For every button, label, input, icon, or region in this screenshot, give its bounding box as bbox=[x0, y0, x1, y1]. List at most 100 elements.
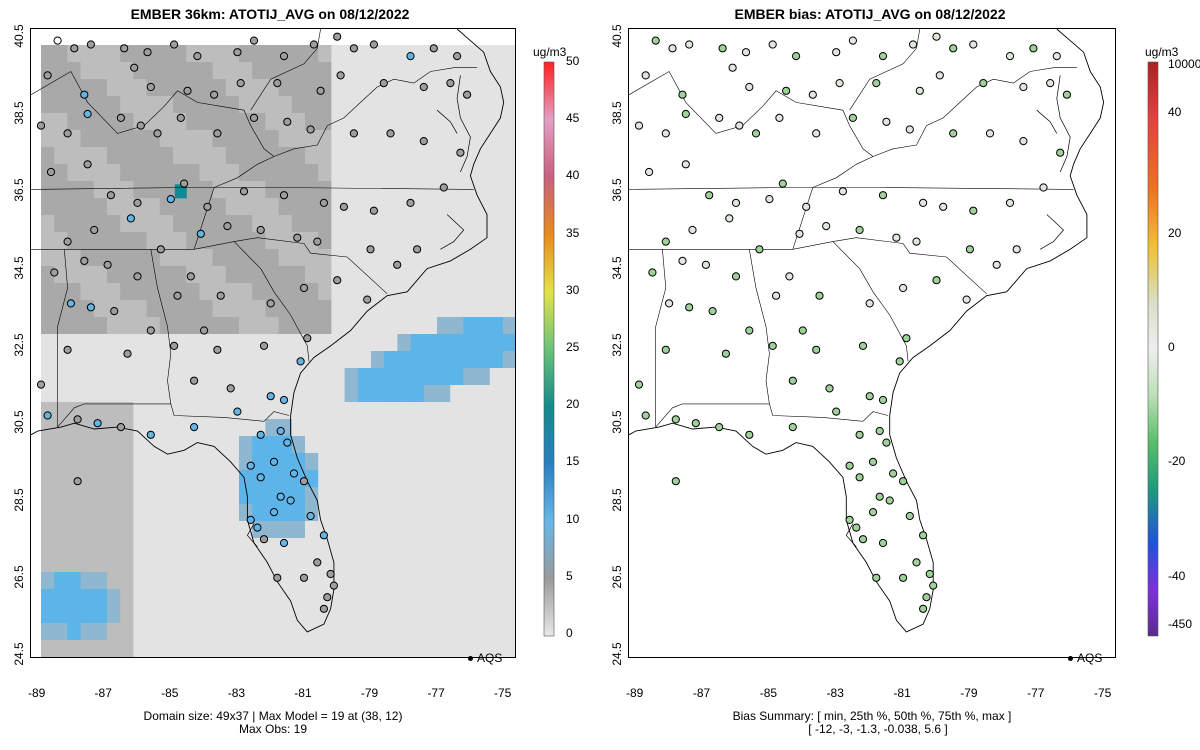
model-grid-cell bbox=[186, 181, 200, 199]
model-grid-cell bbox=[186, 113, 200, 131]
model-grid-cell bbox=[265, 232, 280, 250]
model-grid-cell bbox=[133, 402, 148, 420]
model-grid-cell bbox=[503, 521, 515, 539]
aqs-site-marker bbox=[812, 345, 821, 354]
model-grid-cell bbox=[463, 198, 478, 216]
right-colorbar-top: 10000 bbox=[1168, 57, 1200, 71]
model-grid-cell bbox=[291, 79, 306, 97]
model-grid-cell bbox=[265, 181, 280, 199]
model-grid-cell bbox=[476, 623, 491, 641]
aqs-site-marker bbox=[349, 129, 358, 138]
model-grid-cell bbox=[54, 283, 68, 301]
aqs-site-marker bbox=[223, 222, 232, 231]
model-grid-cell bbox=[318, 283, 332, 301]
model-grid-cell bbox=[357, 45, 372, 63]
aqs-site-marker bbox=[190, 376, 199, 385]
y-tick-label: 32.5 bbox=[610, 333, 624, 357]
model-grid-cell bbox=[252, 436, 266, 454]
model-grid-cell bbox=[344, 62, 359, 80]
model-grid-cell bbox=[503, 572, 515, 590]
aqs-site-marker bbox=[143, 48, 152, 57]
aqs-site-marker bbox=[363, 295, 372, 304]
model-grid-cell bbox=[278, 62, 293, 80]
model-grid-cell bbox=[476, 487, 491, 505]
model-grid-cell bbox=[305, 266, 319, 284]
model-grid-cell bbox=[437, 640, 451, 657]
model-grid-cell bbox=[291, 45, 306, 63]
model-grid-cell bbox=[159, 96, 174, 114]
model-grid-cell bbox=[318, 487, 332, 505]
model-grid-cell bbox=[384, 487, 398, 505]
aqs-site-marker bbox=[130, 63, 139, 72]
model-grid-cell bbox=[159, 164, 174, 182]
model-grid-cell bbox=[67, 606, 82, 624]
model-grid-cell bbox=[463, 283, 478, 301]
model-grid-cell bbox=[450, 300, 464, 318]
model-grid-cell bbox=[357, 538, 372, 556]
y-tick-label: 36.5 bbox=[610, 178, 624, 203]
aqs-site-marker bbox=[369, 206, 378, 215]
model-grid-cell bbox=[67, 351, 82, 369]
aqs-site-marker bbox=[922, 593, 931, 602]
model-grid-cell bbox=[225, 283, 240, 301]
aqs-site-marker bbox=[456, 148, 465, 157]
aqs-site-marker bbox=[319, 604, 328, 613]
model-grid-cell bbox=[239, 402, 253, 420]
model-grid-cell bbox=[463, 555, 478, 573]
aqs-site-marker bbox=[808, 90, 817, 99]
model-grid-cell bbox=[146, 589, 161, 607]
aqs-site-marker bbox=[812, 129, 821, 138]
model-grid-cell bbox=[305, 623, 319, 641]
model-grid-cell bbox=[397, 572, 412, 590]
model-grid-cell bbox=[265, 317, 280, 335]
aqs-site-marker bbox=[788, 423, 797, 432]
model-grid-cell bbox=[120, 487, 134, 505]
model-grid-cell bbox=[397, 419, 412, 437]
aqs-site-marker bbox=[170, 40, 179, 49]
model-grid-cell bbox=[410, 215, 425, 233]
model-grid-cell bbox=[54, 385, 68, 403]
model-grid-cell bbox=[186, 351, 200, 369]
aqs-site-marker bbox=[313, 558, 322, 567]
model-grid-cell bbox=[225, 79, 240, 97]
aqs-site-marker bbox=[319, 198, 328, 207]
model-grid-cell bbox=[397, 470, 412, 488]
model-grid-cell bbox=[305, 402, 319, 420]
model-grid-cell bbox=[252, 317, 266, 335]
model-grid-cell bbox=[357, 334, 372, 352]
aqs-site-marker bbox=[86, 40, 96, 49]
model-grid-cell bbox=[225, 521, 240, 539]
model-grid-cell bbox=[159, 504, 174, 522]
aqs-site-marker bbox=[878, 191, 888, 200]
model-grid-cell bbox=[120, 198, 134, 216]
aqs-site-marker bbox=[832, 407, 841, 416]
model-grid-cell bbox=[41, 606, 55, 624]
aqs-site-marker bbox=[715, 423, 724, 432]
model-grid-cell bbox=[107, 198, 121, 216]
model-grid-cell bbox=[305, 96, 319, 114]
model-grid-cell bbox=[54, 538, 68, 556]
model-grid-cell bbox=[503, 623, 515, 641]
y-tick-label: 26.5 bbox=[610, 565, 624, 589]
model-grid-cell bbox=[107, 317, 121, 335]
model-grid-cell bbox=[291, 504, 306, 522]
aqs-site-marker bbox=[193, 52, 202, 61]
model-grid-cell bbox=[410, 385, 425, 403]
model-grid-cell bbox=[371, 130, 385, 148]
model-grid-cell bbox=[41, 470, 55, 488]
model-grid-cell bbox=[410, 470, 425, 488]
model-grid-cell bbox=[120, 147, 134, 165]
model-grid-cell bbox=[186, 147, 200, 165]
right-map-canvas bbox=[629, 29, 1105, 633]
model-grid-cell bbox=[463, 606, 478, 624]
model-grid-cell bbox=[503, 45, 515, 63]
model-grid-cell bbox=[384, 368, 398, 386]
model-grid-cell bbox=[265, 113, 280, 131]
colorbar-tick-label: 20 bbox=[1168, 225, 1182, 240]
model-grid-cell bbox=[291, 538, 306, 556]
model-grid-cell bbox=[384, 470, 398, 488]
model-grid-cell bbox=[93, 45, 108, 63]
model-grid-cell bbox=[331, 249, 346, 267]
y-tick-label: 38.5 bbox=[12, 101, 26, 125]
model-grid-cell bbox=[423, 368, 438, 386]
